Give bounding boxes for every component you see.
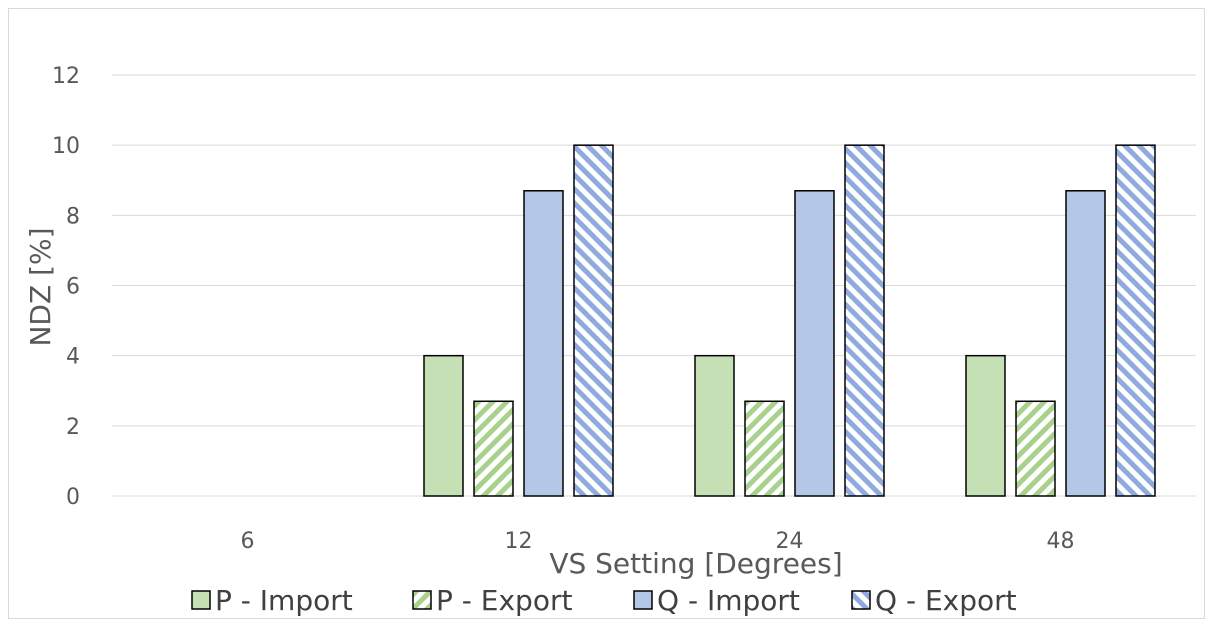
legend-swatch	[191, 590, 211, 610]
bar-p-import-48	[965, 354, 1006, 497]
legend-label: Q - Import	[657, 584, 800, 617]
legend-swatch	[851, 590, 871, 610]
x-axis-title: VS Setting [Degrees]	[549, 547, 842, 580]
bar-q-import-48	[1065, 190, 1106, 497]
y-axis-title: NDZ [%]	[24, 227, 57, 346]
x-tick-label: 6	[241, 529, 255, 554]
y-tick-label: 10	[52, 134, 80, 159]
y-tick-label: 6	[66, 275, 80, 300]
legend-label: P - Import	[215, 584, 353, 617]
x-tick-label: 48	[1047, 529, 1075, 554]
legend-swatch	[633, 590, 653, 610]
bar-p-import-12	[423, 354, 464, 497]
bar-q-export-48	[1115, 144, 1156, 497]
bar-p-export-12	[473, 400, 514, 497]
bar-q-export-12	[573, 144, 614, 497]
y-tick-label: 4	[66, 345, 80, 370]
y-tick-label: 12	[52, 64, 80, 89]
y-tick-label: 8	[66, 204, 80, 229]
x-tick-label: 24	[776, 529, 804, 554]
y-tick-label: 2	[66, 415, 80, 440]
legend-label: Q - Export	[875, 584, 1017, 617]
y-tick-label: 0	[66, 485, 80, 510]
x-tick-label: 12	[505, 529, 533, 554]
bar-q-import-12	[523, 190, 564, 497]
bar-q-export-24	[844, 144, 885, 497]
bar-p-export-24	[744, 400, 785, 497]
legend-label: P - Export	[436, 584, 572, 617]
bar-q-import-24	[794, 190, 835, 497]
bar-p-import-24	[694, 354, 735, 497]
legend-swatch	[412, 590, 432, 610]
bar-p-export-48	[1015, 400, 1056, 497]
